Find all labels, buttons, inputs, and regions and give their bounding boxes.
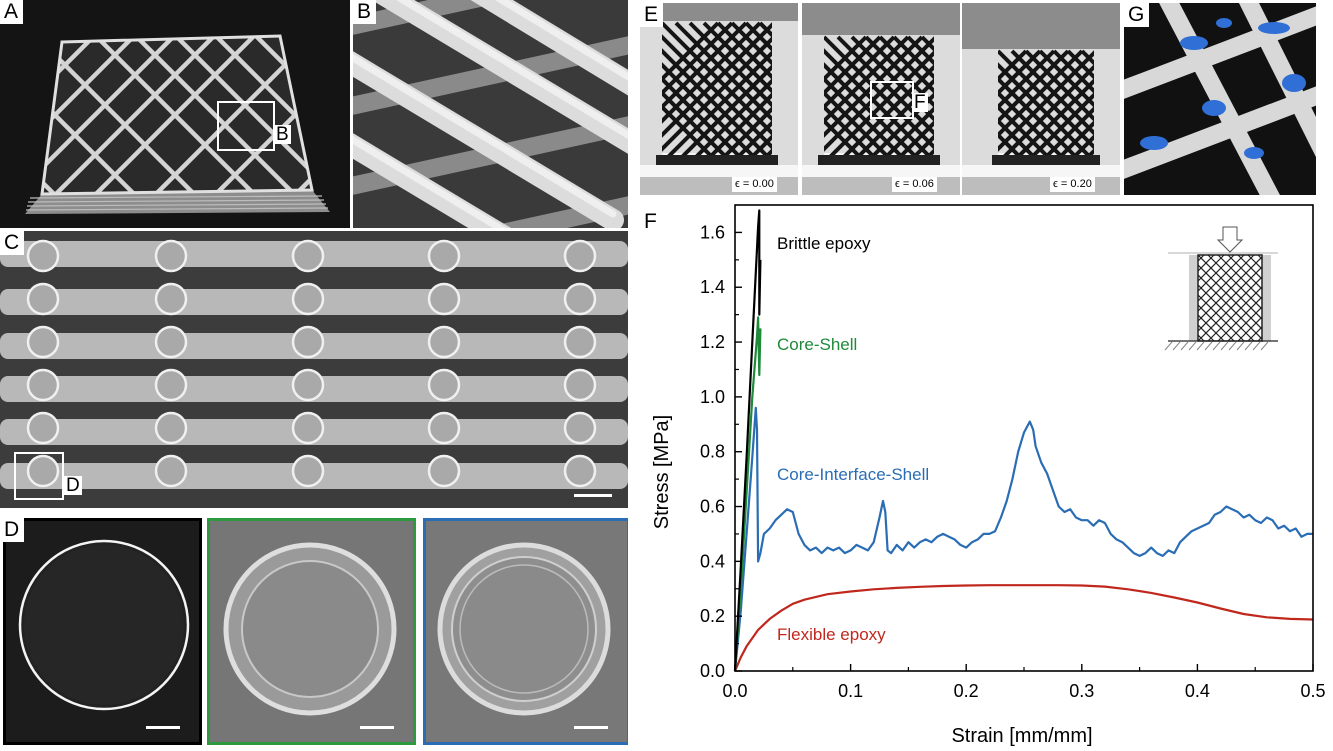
panel-label-f: F [640,210,662,234]
panel-e: F ϵ = 0.00 ϵ = 0.06 ϵ = 0.20 E [640,3,1120,195]
x-tick-label: 0.1 [838,681,863,701]
y-tick-label: 1.6 [700,222,725,242]
y-axis-label: Stress [MPa] [651,415,673,529]
scale-bar-d2 [360,726,394,729]
y-tick-label: 0.8 [700,442,725,462]
render-g [1124,3,1316,195]
d-brittle-section [3,518,202,745]
zoom-box-f-label: F [912,92,928,113]
series-line-brittle-epoxy [733,209,762,672]
zoom-box-f [870,81,914,119]
specimen-inset-icon [1164,226,1278,351]
y-tick-label: 0.2 [700,606,725,626]
zoom-box-d-label: D [64,475,82,496]
d-core-interface-shell-section [423,518,628,745]
x-tick-label: 0.0 [722,681,747,701]
compression-frame-2 [802,3,960,195]
scale-bar-c [574,494,612,497]
strain-label-3: ϵ = 0.20 [1050,177,1095,192]
panel-a: B A [0,0,350,228]
scale-bar-d3 [574,726,608,729]
strain-label-1: ϵ = 0.00 [732,177,777,192]
y-tick-label: 1.2 [700,332,725,352]
panel-label-b: B [353,0,377,24]
annot-flexible: Flexible epoxy [777,625,886,644]
cross-section-c [0,239,628,489]
panel-g: G [1124,3,1316,195]
panel-b: B [353,0,628,228]
lattice-photo-a [25,34,330,214]
panel-label-e: E [640,3,664,27]
series-line-core-shell [733,316,762,672]
series-line-core-interface-shell [733,406,1313,672]
panel-label-g: G [1124,3,1150,27]
annot-brittle: Brittle epoxy [777,234,871,253]
panel-d: D [0,516,628,751]
scale-bar-d1 [146,726,180,729]
d-core-shell-section [207,518,416,745]
y-tick-label: 0.6 [700,497,725,517]
x-tick-label: 0.2 [954,681,979,701]
compression-frame-1 [640,3,798,195]
annot-core-shell: Core-Shell [777,335,857,354]
panel-label-c: C [0,231,25,255]
panel-f: F 0.0 0.1 0.2 0.3 0.4 0.5 0.0 0.2 0.4 0.6 0.8 1.0 1.… [638,200,1333,751]
strain-label-2: ϵ = 0.06 [892,177,937,192]
x-tick-label: 0.5 [1300,681,1325,701]
zoom-box-d [14,452,64,500]
series-line-flexible-epoxy [733,584,1314,672]
x-tick-label: 0.4 [1185,681,1210,701]
x-axis-label: Strain [mm/mm] [951,725,1092,747]
y-tick-label: 0.4 [700,551,725,571]
compression-frame-3 [962,3,1120,195]
panel-label-a: A [0,0,24,24]
zoom-box-b-label: B [274,124,291,145]
y-tick-label: 1.4 [700,277,725,297]
zoom-box-b [217,101,275,151]
filament-sem-b [353,0,628,228]
x-tick-label: 0.3 [1069,681,1094,701]
y-tick-label: 1.0 [700,387,725,407]
y-tick-label: 0.0 [700,661,725,681]
annot-core-interface-shell: Core-Interface-Shell [777,465,929,484]
panel-label-d: D [0,518,25,542]
stress-strain-chart: 0.0 0.1 0.2 0.3 0.4 0.5 0.0 0.2 0.4 0.6 0.8 1.0 1.2 1… [651,204,1326,747]
panel-c: D C [0,231,628,508]
